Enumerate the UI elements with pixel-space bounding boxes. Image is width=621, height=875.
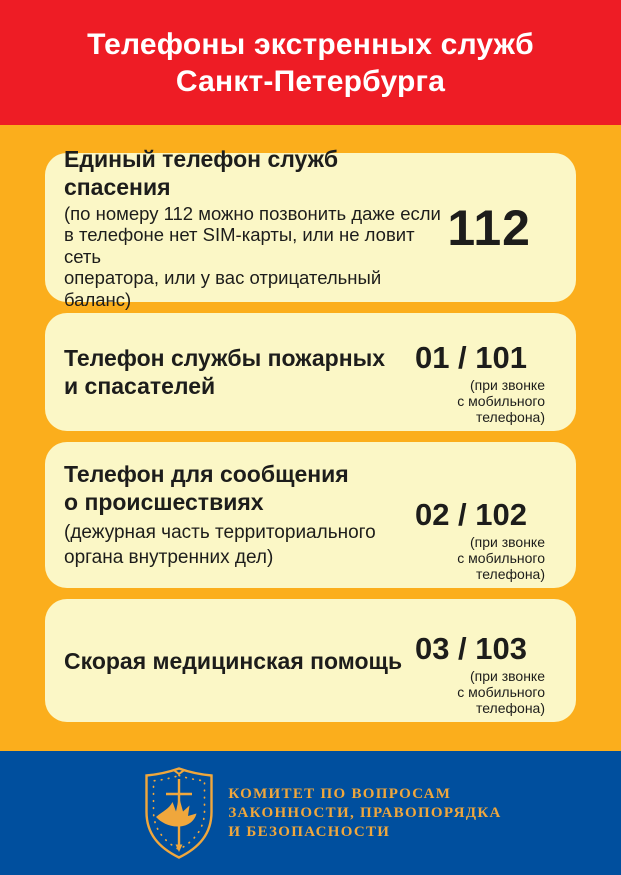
title-line: Телефон для сообщения [64,461,349,487]
note-line: телефона) [475,566,545,582]
phone-number-block: 02 / 102 (при звонке с мобильного телефо… [415,458,545,588]
committee-name-line: И БЕЗОПАСНОСТИ [228,823,391,840]
phone-number-112: 112 [447,199,531,256]
shield-with-admiralty-ship-icon [145,767,214,859]
description-line: оператора, или у вас отрицательный балан… [64,267,382,310]
card-title: Единый телефон служб спасения [64,145,339,200]
poster-footer: КОМИТЕТ ПО ВОПРОСАМ ЗАКОННОСТИ, ПРАВОПОР… [0,751,621,875]
phone-number-01-101: 01 / 101 [414,340,527,375]
mobile-call-note: (при звонке с мобильного телефона) [457,668,545,716]
note-line: с мобильного [457,393,545,409]
mobile-call-note: (при звонке с мобильного телефона) [457,534,545,582]
poster-header: Телефоны экстренных служб Санкт-Петербур… [0,0,621,125]
description-line: органа внутренних дел) [64,547,274,568]
card-text-block: Телефон для сообщения о происшествиях (де… [64,442,376,588]
committee-name-line: ЗАКОННОСТИ, ПРАВОПОРЯДКА [228,804,502,821]
committee-name-line: КОМИТЕТ ПО ВОПРОСАМ [228,785,452,802]
mobile-call-note: (при звонке с мобильного телефона) [457,377,545,425]
note-line: (при звонке [469,668,545,684]
phone-number-block: 01 / 101 (при звонке с мобильного телефо… [415,311,545,431]
shield-top-notch [173,769,185,776]
note-line: с мобильного [457,550,545,566]
card-title: Телефон службы пожарных и спасателей [64,344,385,400]
note-line: (при звонке [469,377,545,393]
title-line: и спасателей [64,373,216,399]
footer-content: КОМИТЕТ ПО ВОПРОСАМ ЗАКОННОСТИ, ПРАВОПОР… [143,766,501,860]
phone-number-02-102: 02 / 102 [414,497,527,532]
committee-name: КОМИТЕТ ПО ВОПРОСАМ ЗАКОННОСТИ, ПРАВОПОР… [228,785,501,842]
card-ambulance-service: Скорая медицинская помощь 03 / 103 (при … [45,599,576,722]
card-text-block: Телефон службы пожарных и спасателей [64,313,385,431]
card-incident-report-police: Телефон для сообщения о происшествиях (де… [45,442,576,588]
card-text-block: Единый телефон служб спасения (по номеру… [64,146,447,310]
note-line: с мобильного [457,684,545,700]
card-fire-rescue-service: Телефон службы пожарных и спасателей 01 /… [45,313,576,431]
card-title: Телефон для сообщения о происшествиях [64,460,376,516]
phone-number-03-103: 03 / 103 [414,631,527,666]
note-line: телефона) [475,409,545,425]
card-text-block: Скорая медицинская помощь [64,599,402,722]
shield-outline [145,767,214,859]
page-title: Телефоны экстренных служб Санкт-Петербур… [87,26,534,100]
phone-number-block: 03 / 103 (при звонке с мобильного телефо… [415,604,545,722]
admiralty-ship-silhouette [156,797,197,827]
note-line: телефона) [475,700,545,716]
spire-arrow-finial [175,844,183,852]
title-line: о происшествиях [64,489,264,515]
poster-body: Единый телефон служб спасения (по номеру… [0,125,621,751]
description-line: (по номеру 112 можно позвонить даже если [64,202,441,224]
page-title-line-1: Телефоны экстренных служб [87,27,534,61]
card-description: (дежурная часть территориального органа … [64,520,376,570]
note-line: (при звонке [469,534,545,550]
title-line: Телефон службы пожарных [64,345,386,371]
card-description: (по номеру 112 можно позвонить даже если… [64,203,447,311]
description-line: (дежурная часть территориального [64,522,376,543]
card-title: Скорая медицинская помощь [64,647,403,674]
card-unified-rescue-service: Единый телефон служб спасения (по номеру… [45,146,576,310]
description-line: в телефоне нет SIM-карты, или не ловит с… [64,224,415,267]
page-title-line-2: Санкт-Петербурга [175,64,446,98]
